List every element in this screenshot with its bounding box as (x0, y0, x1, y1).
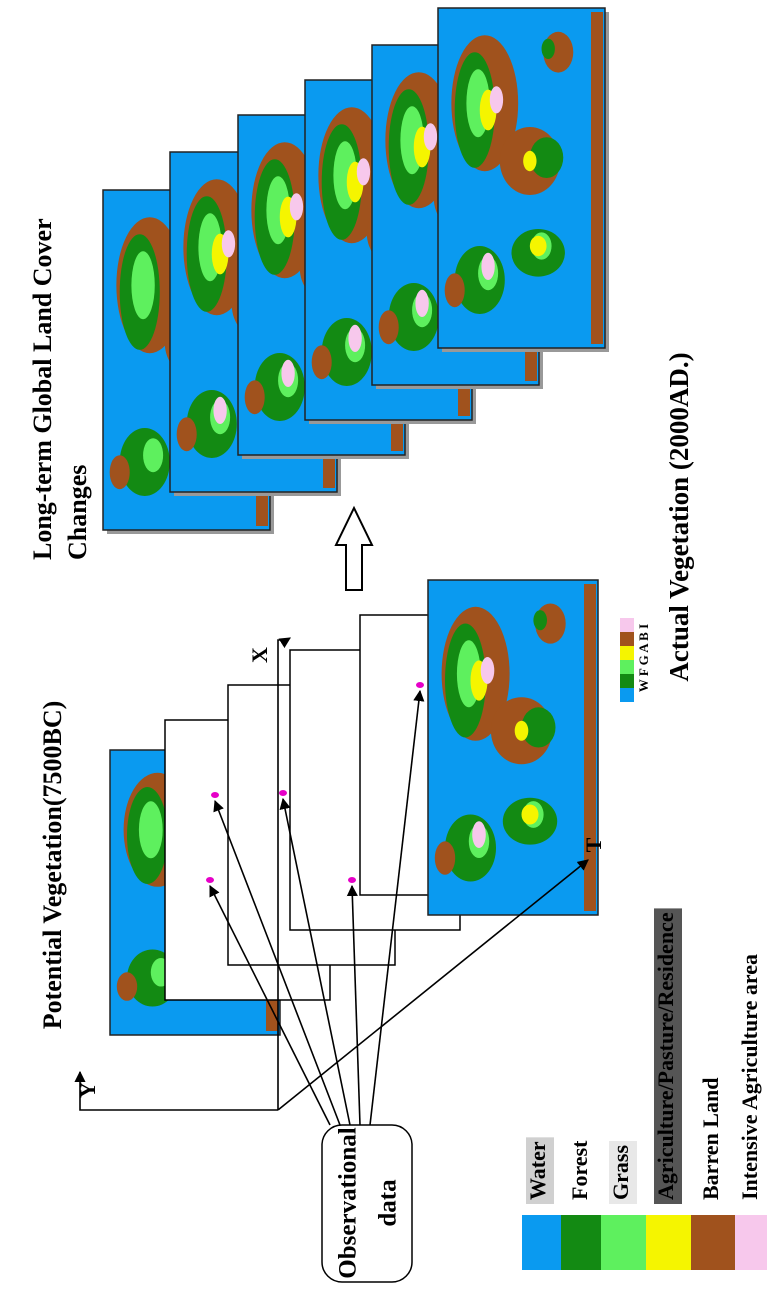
map-land (222, 230, 235, 257)
diagram: Potential Vegetation(7500BC) Long-term Gl… (0, 0, 767, 1291)
maps (103, 8, 609, 1035)
map-land (131, 251, 154, 319)
right-title: Changes (63, 465, 92, 560)
map-land (110, 455, 130, 489)
map-land (530, 236, 547, 256)
mini-legend-swatch (620, 646, 634, 660)
observational-label: Observational (335, 1127, 362, 1278)
observational-label: data (375, 1179, 402, 1227)
map-antarctica (591, 12, 603, 344)
legend-label: Barren Land (698, 1078, 723, 1200)
observation-point (348, 877, 356, 883)
map-land (415, 290, 428, 317)
legend-swatch (522, 1215, 561, 1270)
map-land (139, 801, 163, 858)
map-land (213, 397, 226, 424)
map-land (445, 273, 465, 307)
y-axis (80, 1072, 278, 1110)
legend-swatch (561, 1215, 601, 1270)
legend-label: Agriculture/Pasture/Residence (653, 912, 678, 1200)
bottom-title: Actual Vegetation (2000AD.) (664, 352, 694, 681)
world-map (428, 580, 598, 915)
map-land (348, 325, 361, 352)
map-land (312, 345, 332, 379)
map-land (177, 417, 197, 451)
map-land (515, 721, 529, 741)
mini-legend-swatch (620, 632, 634, 646)
legend-label: Forest (567, 1140, 592, 1200)
map-land (117, 972, 137, 1001)
mini-legend-swatch (620, 688, 634, 702)
map-land (522, 804, 539, 824)
legend-swatch (601, 1215, 646, 1270)
map-land (490, 86, 503, 113)
map-land (379, 310, 399, 344)
map-land (290, 193, 303, 220)
map-land (143, 438, 163, 472)
observation-point (416, 682, 424, 688)
legend-label: Intensive Agriculture area (737, 954, 762, 1200)
map-land (245, 380, 265, 414)
legend-swatch (691, 1215, 735, 1270)
observation-point (206, 877, 214, 883)
map-land (533, 610, 547, 630)
legend-swatch (735, 1215, 767, 1270)
world-map (438, 8, 605, 348)
observation-point (211, 792, 219, 798)
map-land (542, 39, 555, 59)
right-title: Long-term Global Land Cover (28, 218, 57, 560)
axis-label: Y (75, 1082, 100, 1098)
legend-label: Water (525, 1141, 550, 1200)
map-land (472, 821, 486, 848)
observation-point (279, 790, 287, 796)
axis-label: T (581, 837, 606, 852)
map-land (523, 151, 536, 171)
map-land (357, 158, 370, 185)
map-land (281, 360, 294, 387)
mini-legend-text: W F G A B I (636, 624, 651, 692)
legend-label: Grass (608, 1145, 633, 1200)
axis-label: X (247, 647, 272, 663)
mini-legend-swatch (620, 660, 634, 674)
legend-swatch (646, 1215, 691, 1270)
big-arrow (336, 508, 372, 590)
map-land (435, 841, 455, 875)
mini-legend-swatch (620, 674, 634, 688)
map-land (481, 657, 495, 684)
map-land (424, 123, 437, 150)
mini-legend-swatch (620, 618, 634, 632)
left-title: Potential Vegetation(7500BC) (38, 701, 67, 1030)
map-land (481, 253, 494, 280)
